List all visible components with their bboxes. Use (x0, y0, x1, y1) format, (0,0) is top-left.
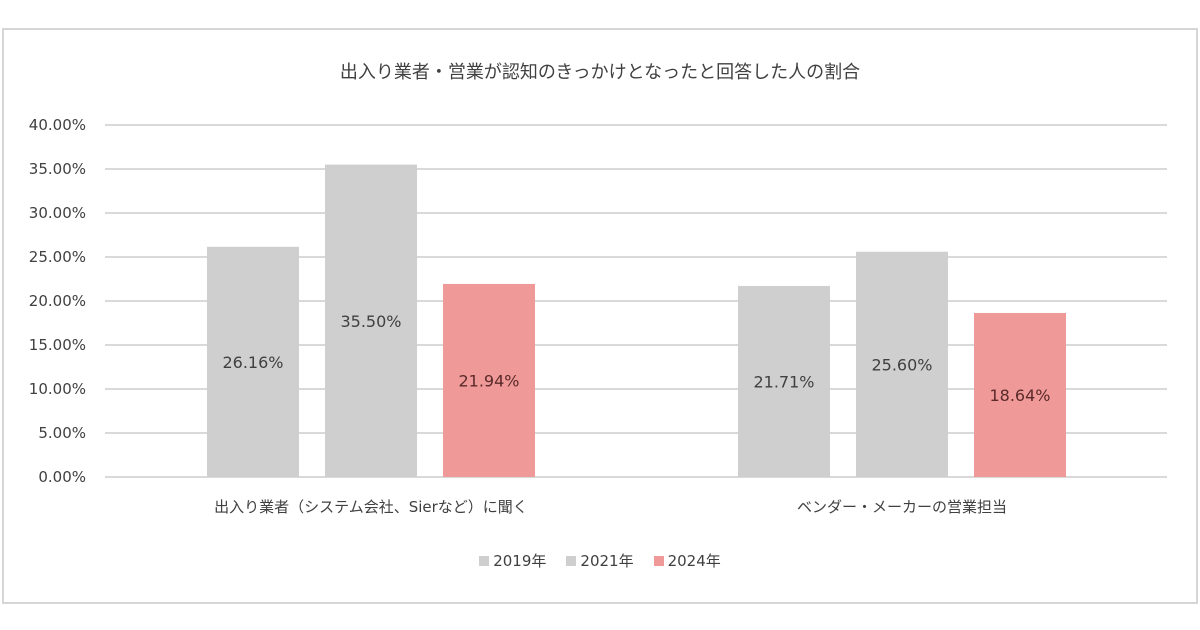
y-tick-label: 5.00% (38, 424, 86, 442)
legend-label-2019: 2019年 (493, 552, 547, 570)
data-label: 25.60% (871, 355, 932, 374)
data-labels: 26.16% 35.50% 21.94% 21.71% 25.60% 18.64% (222, 312, 1050, 405)
y-tick-label: 0.00% (38, 468, 86, 486)
y-tick-label: 15.00% (29, 336, 86, 354)
data-label: 21.71% (753, 372, 814, 391)
y-tick-label: 40.00% (29, 116, 86, 134)
y-tick-label: 35.00% (29, 160, 86, 178)
data-label: 35.50% (340, 312, 401, 331)
bar-2019-cat1 (738, 285, 830, 477)
legend-label-2024: 2024年 (667, 552, 721, 570)
y-tick-label: 25.00% (29, 248, 86, 266)
y-axis-ticks: 0.00% 5.00% 10.00% 15.00% 20.00% 25.00% 30.00%… (29, 116, 86, 486)
category-label: 出入り業者（システム会社、Sierなど）に聞く (214, 498, 528, 516)
legend-item-2019: 2019年 (479, 550, 546, 571)
chart-title: 出入り業者・営業が認知のきっかけとなったと回答した人の割合 (339, 62, 861, 83)
bar-2024-cat1 (974, 312, 1066, 477)
bar-2021-cat0 (325, 164, 417, 477)
legend-swatch-2019 (479, 555, 490, 566)
data-label: 18.64% (989, 386, 1050, 405)
legend: 2019年 2021年 2024年 (0, 550, 1200, 571)
bar-2024-cat0 (443, 283, 535, 477)
bar-2021-cat1 (856, 251, 948, 477)
legend-swatch-2021 (566, 555, 577, 566)
y-tick-label: 10.00% (29, 380, 86, 398)
data-label: 21.94% (458, 371, 519, 390)
legend-swatch-2024 (653, 555, 664, 566)
data-label: 26.16% (222, 353, 283, 372)
bar-2019-cat0 (207, 246, 299, 477)
category-label: ベンダー・メーカーの営業担当 (797, 498, 1007, 516)
y-tick-label: 20.00% (29, 292, 86, 310)
legend-item-2024: 2024年 (653, 550, 721, 571)
legend-label-2021: 2021年 (580, 552, 634, 570)
bars (207, 164, 1066, 477)
category-labels: 出入り業者（システム会社、Sierなど）に聞く ベンダー・メーカーの営業担当 (214, 498, 1007, 516)
y-tick-label: 30.00% (29, 204, 86, 222)
legend-item-2021: 2021年 (566, 550, 634, 571)
